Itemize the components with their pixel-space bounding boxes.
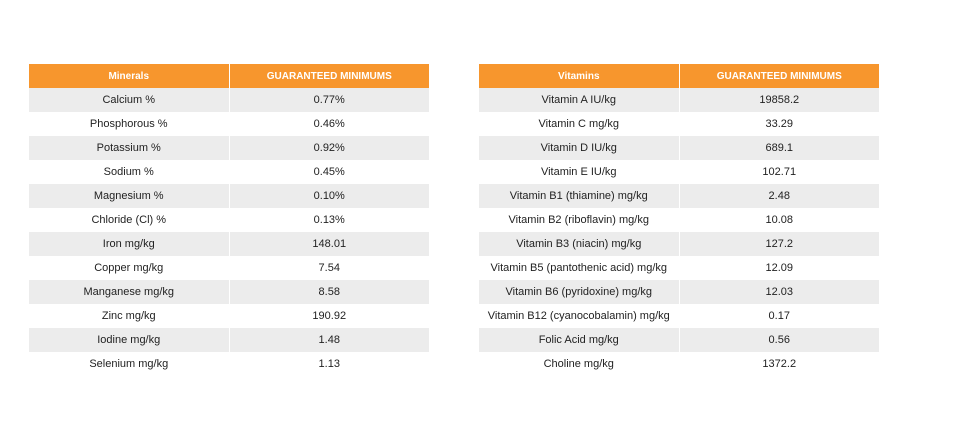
vitamin-name-cell: Vitamin C mg/kg <box>479 112 679 136</box>
table-row: Potassium % 0.92% <box>29 136 429 160</box>
table-row: Magnesium % 0.10% <box>29 184 429 208</box>
guaranteed-minimum-value-cell: 0.13% <box>228 208 429 232</box>
mineral-name-cell: Magnesium % <box>29 184 229 208</box>
mineral-name-cell: Zinc mg/kg <box>29 304 229 328</box>
guaranteed-minimum-value-cell: 1372.2 <box>678 352 879 376</box>
mineral-name-cell: Chloride (Cl) % <box>29 208 229 232</box>
vitamin-name-cell: Vitamin E IU/kg <box>479 160 679 184</box>
vitamin-name-cell: Vitamin D IU/kg <box>479 136 679 160</box>
mineral-name-cell: Potassium % <box>29 136 229 160</box>
header-row: Vitamins GUARANTEED MINIMUMS <box>479 64 879 88</box>
vitamins-table: Vitamins GUARANTEED MINIMUMS Vitamin A I… <box>479 64 879 376</box>
guaranteed-minimum-value-cell: 0.56 <box>678 328 879 352</box>
table-row: Phosphorous % 0.46% <box>29 112 429 136</box>
guaranteed-minimum-value-cell: 0.10% <box>228 184 429 208</box>
table-row: Vitamin A IU/kg 19858.2 <box>479 88 879 112</box>
guaranteed-minimum-value-cell: 33.29 <box>678 112 879 136</box>
vitamin-name-cell: Vitamin A IU/kg <box>479 88 679 112</box>
table-row: Calcium % 0.77% <box>29 88 429 112</box>
guaranteed-minimum-value-cell: 0.46% <box>228 112 429 136</box>
guaranteed-minimum-value-cell: 7.54 <box>228 256 429 280</box>
vitamin-name-cell: Vitamin B5 (pantothenic acid) mg/kg <box>479 256 679 280</box>
vitamin-name-cell: Vitamin B12 (cyanocobalamin) mg/kg <box>479 304 679 328</box>
table-row: Copper mg/kg 7.54 <box>29 256 429 280</box>
guaranteed-minimum-value-cell: 2.48 <box>678 184 879 208</box>
minerals-column-header: Minerals <box>29 64 229 88</box>
guaranteed-minimum-value-cell: 1.13 <box>228 352 429 376</box>
table-row: Chloride (Cl) % 0.13% <box>29 208 429 232</box>
guaranteed-minimum-value-cell: 12.09 <box>678 256 879 280</box>
table-row: Vitamin B6 (pyridoxine) mg/kg 12.03 <box>479 280 879 304</box>
mineral-name-cell: Phosphorous % <box>29 112 229 136</box>
guaranteed-minimum-value-cell: 190.92 <box>228 304 429 328</box>
table-row: Vitamin C mg/kg 33.29 <box>479 112 879 136</box>
vitamin-name-cell: Vitamin B3 (niacin) mg/kg <box>479 232 679 256</box>
guaranteed-minimum-value-cell: 19858.2 <box>678 88 879 112</box>
table-row: Zinc mg/kg 190.92 <box>29 304 429 328</box>
guaranteed-minimum-value-cell: 0.17 <box>678 304 879 328</box>
guaranteed-minimum-value-cell: 0.92% <box>228 136 429 160</box>
header-row: Minerals GUARANTEED MINIMUMS <box>29 64 429 88</box>
mineral-name-cell: Calcium % <box>29 88 229 112</box>
guaranteed-minimum-value-cell: 127.2 <box>678 232 879 256</box>
vitamin-name-cell: Folic Acid mg/kg <box>479 328 679 352</box>
table-row: Manganese mg/kg 8.58 <box>29 280 429 304</box>
vitamins-table-header: Vitamins GUARANTEED MINIMUMS <box>479 64 879 88</box>
guaranteed-minimum-value-cell: 1.48 <box>228 328 429 352</box>
mineral-name-cell: Copper mg/kg <box>29 256 229 280</box>
table-row: Vitamin E IU/kg 102.71 <box>479 160 879 184</box>
guaranteed-minimum-value-cell: 8.58 <box>228 280 429 304</box>
mineral-name-cell: Iodine mg/kg <box>29 328 229 352</box>
vitamin-name-cell: Vitamin B6 (pyridoxine) mg/kg <box>479 280 679 304</box>
table-row: Vitamin D IU/kg 689.1 <box>479 136 879 160</box>
guaranteed-minimum-value-cell: 10.08 <box>678 208 879 232</box>
guaranteed-minimum-value-cell: 12.03 <box>678 280 879 304</box>
minerals-table: Minerals GUARANTEED MINIMUMS Calcium % 0.… <box>29 64 429 376</box>
minerals-table-header: Minerals GUARANTEED MINIMUMS <box>29 64 429 88</box>
vitamin-name-cell: Vitamin B1 (thiamine) mg/kg <box>479 184 679 208</box>
table-row: Choline mg/kg 1372.2 <box>479 352 879 376</box>
guaranteed-minimum-value-cell: 689.1 <box>678 136 879 160</box>
minerals-table-body: Calcium % 0.77% Phosphorous % 0.46% Potassiu… <box>29 88 429 376</box>
table-row: Iron mg/kg 148.01 <box>29 232 429 256</box>
vitamin-name-cell: Vitamin B2 (riboflavin) mg/kg <box>479 208 679 232</box>
mineral-name-cell: Iron mg/kg <box>29 232 229 256</box>
table-row: Vitamin B1 (thiamine) mg/kg 2.48 <box>479 184 879 208</box>
mineral-name-cell: Sodium % <box>29 160 229 184</box>
vitamins-column-header: Vitamins <box>479 64 679 88</box>
table-row: Selenium mg/kg 1.13 <box>29 352 429 376</box>
guaranteed-minimums-column-header: GUARANTEED MINIMUMS <box>228 64 429 88</box>
table-row: Vitamin B3 (niacin) mg/kg 127.2 <box>479 232 879 256</box>
table-row: Vitamin B2 (riboflavin) mg/kg 10.08 <box>479 208 879 232</box>
mineral-name-cell: Selenium mg/kg <box>29 352 229 376</box>
table-row: Vitamin B5 (pantothenic acid) mg/kg 12.09 <box>479 256 879 280</box>
vitamins-table-body: Vitamin A IU/kg 19858.2 Vitamin C mg/kg 33.… <box>479 88 879 376</box>
guaranteed-minimum-value-cell: 148.01 <box>228 232 429 256</box>
guaranteed-minimum-value-cell: 0.77% <box>228 88 429 112</box>
table-row: Folic Acid mg/kg 0.56 <box>479 328 879 352</box>
mineral-name-cell: Manganese mg/kg <box>29 280 229 304</box>
table-row: Sodium % 0.45% <box>29 160 429 184</box>
guaranteed-minimum-value-cell: 102.71 <box>678 160 879 184</box>
table-row: Vitamin B12 (cyanocobalamin) mg/kg 0.17 <box>479 304 879 328</box>
guaranteed-minimum-value-cell: 0.45% <box>228 160 429 184</box>
vitamin-name-cell: Choline mg/kg <box>479 352 679 376</box>
table-row: Iodine mg/kg 1.48 <box>29 328 429 352</box>
guaranteed-minimums-column-header: GUARANTEED MINIMUMS <box>678 64 879 88</box>
